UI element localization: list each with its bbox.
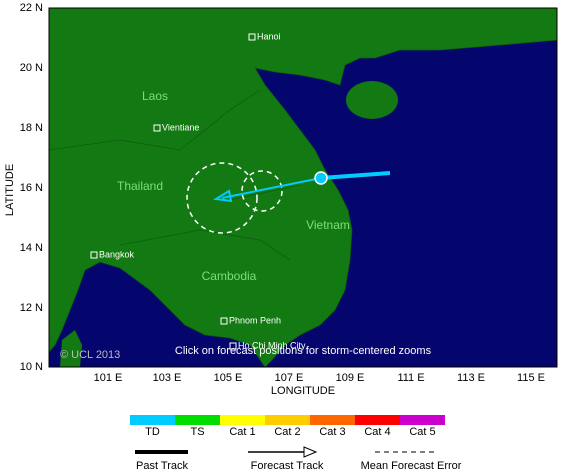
borders (48, 89, 301, 261)
y-axis-title: LATITUDE (4, 164, 16, 216)
place-marker (153, 124, 161, 132)
forecast-arrow[interactable] (213, 189, 233, 203)
place-label: Bangkok (99, 249, 135, 259)
x-axis-title: LONGITUDE (271, 385, 335, 397)
malay-peninsula (60, 330, 82, 367)
place-label: Ho Chi Minh City (238, 340, 306, 350)
lon-label: 111 E (397, 372, 424, 384)
place-label: Phnom Penh (229, 315, 281, 325)
category-label: Cat 4 (364, 426, 390, 438)
category-label: Cat 5 (409, 426, 435, 438)
lon-label: 107 E (275, 372, 304, 384)
forecast-error-circle (186, 162, 258, 234)
land (48, 7, 558, 368)
track-key-label: Past Track (136, 460, 188, 472)
lon-label: 113 E (457, 372, 485, 384)
track-key-label: Forecast Track (251, 460, 324, 472)
lat-label: 20 N (20, 62, 43, 74)
category-swatch (310, 415, 355, 425)
lon-label: 115 E (517, 372, 545, 384)
place-marker (248, 33, 256, 41)
lon-label: 101 E (94, 372, 123, 384)
region-label: Laos (142, 89, 168, 103)
instruction: Click on forecast positions for storm-ce… (175, 345, 432, 357)
category-swatch (400, 415, 445, 425)
category-label: Cat 1 (229, 426, 255, 438)
forecast-track (221, 177, 322, 199)
category-label: Cat 2 (274, 426, 300, 438)
forecast-track-key-arrow (303, 446, 318, 458)
place-marker (220, 317, 228, 325)
category-label: Cat 3 (319, 426, 345, 438)
past-track (320, 171, 391, 180)
lat-label: 16 N (20, 182, 43, 194)
lat-label: 14 N (20, 242, 43, 254)
lat-label: 12 N (20, 302, 43, 314)
track-key-label: Mean Forecast Error (361, 460, 462, 472)
category-swatch (265, 415, 310, 425)
region-label: Vietnam (306, 218, 350, 232)
place-marker (229, 342, 237, 350)
region-label: Thailand (117, 179, 163, 193)
map-frame (48, 7, 558, 368)
place-label: Vientiane (162, 122, 199, 132)
category-swatch (130, 415, 175, 425)
category-swatch (220, 415, 265, 425)
region-label: Cambodia (202, 269, 257, 283)
lat-label: 10 N (20, 361, 43, 373)
hainan (346, 81, 398, 119)
attribution: © UCL 2013 (60, 349, 120, 361)
lon-label: 103 E (153, 372, 182, 384)
place-label: Hanoi (257, 31, 281, 41)
lon-label: 105 E (214, 372, 243, 384)
storm-position[interactable] (314, 171, 328, 185)
lat-label: 18 N (20, 122, 43, 134)
category-label: TD (145, 426, 160, 438)
lat-label: 22 N (20, 2, 43, 14)
forecast-error-circle (241, 170, 283, 212)
category-swatch (355, 415, 400, 425)
category-swatch (175, 415, 220, 425)
place-marker (90, 251, 98, 259)
lon-label: 109 E (336, 372, 365, 384)
category-label: TS (190, 426, 204, 438)
